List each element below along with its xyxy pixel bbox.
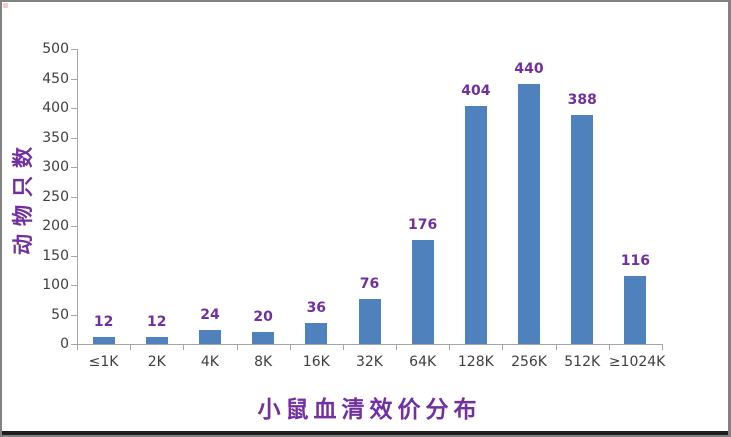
x-tick-label: ≤1K: [88, 354, 119, 370]
y-tick-label: 150: [42, 247, 69, 264]
bar-value-label: 12: [147, 313, 167, 330]
chart-title: 小鼠血清效价分布: [257, 397, 482, 423]
bar-value-label: 116: [620, 252, 651, 269]
x-tick-mark: [449, 345, 451, 350]
y-tick-label: 200: [42, 218, 69, 234]
y-tick-label: 300: [42, 159, 69, 175]
y-axis-line: [77, 49, 78, 345]
bar: [358, 299, 381, 344]
y-tick-mark: [71, 78, 77, 80]
bar-value-label: 24: [200, 306, 220, 323]
x-tick-mark: [130, 345, 132, 350]
x-tick-mark: [183, 345, 185, 350]
bar: [92, 336, 115, 344]
bar: [518, 84, 541, 344]
x-tick-label: 512K: [564, 354, 601, 370]
x-tick-mark: [502, 345, 504, 350]
x-tick-label: 128K: [457, 354, 494, 370]
bar-value-label: 404: [461, 82, 491, 99]
x-tick-label: 32K: [355, 354, 383, 370]
corner-artifact: [3, 3, 8, 8]
bar-value-label: 440: [514, 61, 544, 78]
y-tick-label: 50: [51, 306, 69, 323]
bar: [145, 336, 168, 344]
y-tick-mark: [71, 255, 77, 257]
bar: [571, 115, 594, 344]
x-tick-mark: [662, 345, 663, 350]
x-tick-label: 16K: [302, 354, 330, 370]
x-tick-label: 64K: [409, 354, 437, 370]
y-tick-mark: [71, 226, 77, 227]
y-tick-mark: [71, 196, 77, 198]
y-tick-label: 400: [42, 100, 69, 116]
x-tick-mark: [396, 345, 398, 350]
bar: [305, 322, 328, 344]
y-tick-label: 0: [60, 336, 69, 352]
bar-value-label: 176: [408, 217, 438, 234]
bar-value-label: 20: [253, 309, 273, 326]
x-tick-mark: [555, 345, 557, 350]
x-tick-label: 2K: [147, 354, 166, 370]
y-tick-mark: [71, 108, 77, 109]
y-tick-label: 100: [42, 277, 69, 293]
x-tick-label: 8K: [254, 354, 273, 370]
y-tick-label: 350: [42, 129, 69, 146]
x-tick-mark: [342, 345, 344, 350]
bottom-strip: [2, 431, 728, 435]
x-tick-label: 256K: [511, 354, 547, 370]
x-tick-mark: [236, 345, 238, 350]
y-tick-mark: [71, 314, 77, 316]
y-tick-mark: [71, 344, 77, 345]
y-tick-mark: [71, 285, 77, 286]
bar: [252, 332, 275, 344]
y-tick-label: 500: [42, 41, 69, 57]
bar-value-label: 12: [93, 313, 114, 330]
y-tick-mark: [71, 49, 77, 50]
x-tick-mark: [77, 345, 78, 350]
x-tick-mark: [289, 345, 291, 350]
y-tick-mark: [71, 167, 77, 168]
x-tick-label: 4K: [200, 354, 219, 370]
bar-value-label: 36: [306, 299, 327, 316]
bar-value-label: 76: [359, 276, 380, 293]
bar-value-label: 388: [567, 92, 597, 109]
x-tick-mark: [608, 345, 610, 350]
x-axis-line: [77, 344, 663, 345]
bar: [624, 275, 647, 344]
bar: [198, 329, 221, 344]
y-tick-label: 250: [42, 188, 69, 205]
bar: [411, 240, 434, 344]
bar: [464, 105, 487, 344]
y-tick-mark: [71, 137, 77, 139]
x-tick-label: ≥1024K: [608, 354, 666, 370]
y-tick-label: 450: [42, 70, 69, 87]
